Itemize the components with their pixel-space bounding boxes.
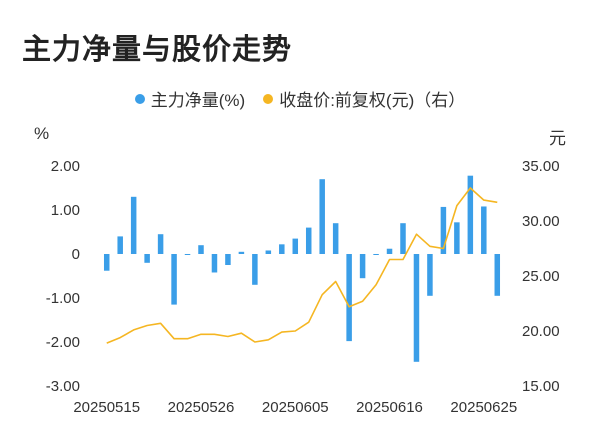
left-axis-unit: % — [34, 124, 50, 143]
left-axis-ticks: 2.00 1.00 0 -1.00 -2.00 -3.00 — [46, 158, 80, 395]
net-flow-bar — [171, 254, 177, 305]
net-flow-bar — [373, 254, 379, 255]
chart-title: 主力净量与股价走势 — [22, 34, 293, 66]
left-tick-label: 0 — [72, 246, 80, 263]
left-tick-label: 1.00 — [51, 202, 80, 219]
net-flow-bar — [454, 222, 460, 254]
close-price-line — [106, 187, 498, 344]
right-tick-label: 20.00 — [522, 323, 560, 340]
net-flow-bar — [130, 196, 137, 254]
net-flow-bar — [225, 254, 231, 265]
net-flow-bar — [184, 254, 191, 255]
net-flow-bar — [252, 254, 258, 285]
close-price-polyline — [106, 187, 498, 344]
legend-dot-net-flow — [134, 93, 145, 104]
net-flow-bar — [427, 254, 433, 296]
x-tick-label: 20250616 — [356, 399, 423, 416]
chart-legend: 主力净量(%) 收盘价:前复权(元)（右） — [0, 86, 600, 111]
net-flow-bars — [103, 175, 501, 362]
x-tick-label: 20250625 — [450, 399, 517, 416]
x-tick-label: 20250515 — [73, 399, 140, 416]
net-flow-bar — [440, 206, 447, 254]
x-tick-label: 20250605 — [262, 399, 329, 416]
net-flow-bar — [238, 251, 245, 254]
net-flow-bar — [157, 234, 164, 254]
net-flow-bar — [481, 206, 487, 254]
right-axis-unit: 元 — [549, 129, 566, 148]
legend-item-close-price[interactable]: 收盘价:前复权(元)（右） — [263, 86, 465, 111]
legend-dot-close-price — [263, 93, 274, 104]
net-flow-bar — [359, 254, 366, 279]
net-flow-bar — [103, 254, 110, 271]
right-tick-label: 35.00 — [522, 158, 560, 175]
left-tick-label: -1.00 — [46, 290, 80, 307]
net-flow-bar — [198, 245, 204, 254]
net-flow-bar — [346, 254, 352, 342]
net-flow-bar — [467, 175, 474, 254]
right-tick-label: 25.00 — [522, 268, 560, 285]
net-flow-bar — [400, 223, 406, 254]
legend-label-net-flow: 主力净量(%) — [150, 91, 246, 110]
right-axis-ticks: 35.00 30.00 25.00 20.00 15.00 — [522, 158, 560, 395]
net-flow-bar — [117, 236, 123, 254]
x-tick-label: 20250526 — [168, 399, 235, 416]
net-flow-bar — [265, 250, 272, 254]
left-tick-label: 2.00 — [51, 158, 80, 175]
legend-item-net-flow[interactable]: 主力净量(%) — [134, 86, 246, 111]
right-tick-label: 30.00 — [522, 213, 560, 230]
net-flow-bar — [279, 244, 285, 254]
net-flow-bar — [319, 179, 325, 254]
net-flow-bar — [494, 254, 501, 296]
legend-label-close-price: 收盘价:前复权(元)（右） — [279, 91, 466, 110]
left-tick-label: -2.00 — [46, 334, 80, 351]
net-flow-bar — [386, 248, 393, 254]
net-flow-bar — [305, 227, 312, 254]
net-flow-bar — [413, 254, 420, 362]
right-tick-label: 15.00 — [522, 378, 560, 395]
net-flow-bar — [332, 223, 339, 254]
net-flow-bar — [292, 238, 299, 254]
net-flow-bar — [211, 254, 218, 273]
left-tick-label: -3.00 — [46, 378, 80, 395]
net-flow-bar — [144, 254, 150, 263]
x-axis-ticks: 20250515 20250526 20250605 20250616 20250625 — [73, 399, 517, 416]
